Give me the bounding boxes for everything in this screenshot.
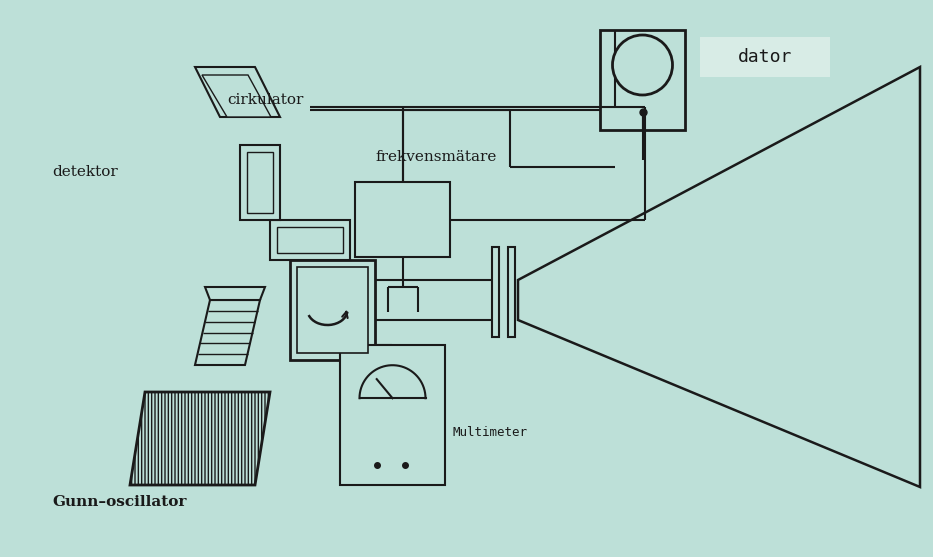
Text: Gunn–oscillator: Gunn–oscillator [53, 495, 188, 509]
Polygon shape [195, 300, 260, 365]
Bar [290, 260, 375, 360]
Bar [508, 247, 515, 337]
Bar [297, 267, 368, 353]
Polygon shape [202, 75, 271, 117]
Bar [355, 182, 450, 257]
Bar [247, 152, 273, 213]
Text: dator: dator [738, 48, 792, 66]
Polygon shape [195, 67, 280, 117]
Text: Multimeter: Multimeter [453, 426, 527, 438]
Bar [492, 247, 499, 337]
Polygon shape [205, 287, 265, 300]
Polygon shape [240, 145, 280, 220]
Circle shape [612, 35, 673, 95]
Polygon shape [270, 220, 350, 260]
Text: cirkulator: cirkulator [227, 93, 303, 107]
Text: detektor: detektor [52, 165, 118, 179]
Bar [700, 37, 830, 77]
Polygon shape [130, 392, 270, 485]
Bar [277, 227, 343, 253]
Bar [340, 345, 445, 485]
Text: frekvensmätare: frekvensmätare [375, 150, 496, 164]
Bar [600, 30, 685, 130]
